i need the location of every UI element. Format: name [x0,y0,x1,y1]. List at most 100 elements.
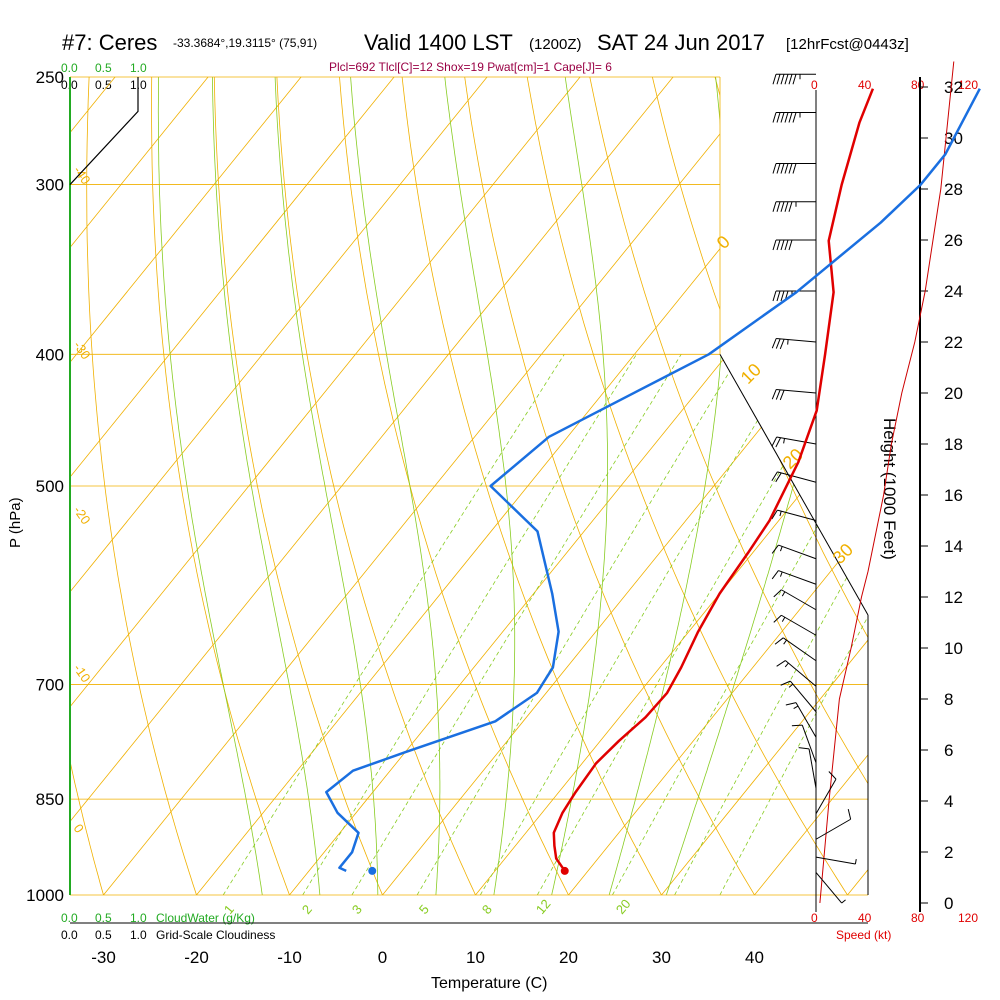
cloudiness-label: Grid-Scale Cloudiness [156,928,275,942]
cloud-scale-top: 0.0 0.5 1.0 0.0 0.5 1.0 [61,61,147,92]
wind-barb [798,747,817,789]
speed-tick: 80 [911,78,925,92]
isotherm-line [730,77,868,895]
speed-tick: 0 [811,78,818,92]
wind-barb [771,389,817,401]
barb-flag [784,163,789,174]
isotherm-line [70,77,414,895]
cloud-scale-tick: 0.0 [61,928,78,942]
barb-shaft [776,389,817,394]
wind-barb [815,808,852,840]
pressure-tick-label: 500 [36,477,64,496]
barb-flag [788,74,793,85]
barb-flag [788,201,793,212]
isobar-lines [70,76,868,896]
barb-flag [772,201,777,212]
cloud-scale-tick: 0.0 [61,61,78,75]
barb-flag [776,163,781,174]
wind-barb [771,509,817,521]
cloud-scale-tick: 1.0 [130,911,147,925]
height-tick-label: 0 [944,894,953,913]
barb-shaft [801,724,817,763]
cloudiness-line [69,77,139,185]
barb-flag [780,680,791,686]
dry-adiabat-line [337,77,584,895]
isotherm-line [70,77,600,895]
barb-flag [773,589,782,598]
dry-adiabat-line [584,77,868,895]
temperature-tick-label: 40 [745,948,764,967]
speed-scale: 0 40 80 120 0 40 80 120 Speed (kt) [811,78,978,942]
temperature-line [552,88,875,872]
y-axis-label: P (hPa) [7,497,24,548]
barb-flag [772,290,777,302]
height-tick-label: 24 [944,282,963,301]
wind-barb [791,724,817,763]
height-tick-label: 28 [944,180,963,199]
barb-shaft [815,856,856,865]
height-axis-label: Height (1000 Feet) [880,418,899,560]
barb-shaft [815,778,837,815]
height-tick-label: 20 [944,384,963,403]
temperature-ticks: -30 -20 -10 0 10 20 30 40 [91,948,764,967]
dry-adiabat-line [399,77,679,895]
moist-adiabat-line [211,77,323,895]
wind-speed-line [819,61,955,904]
wind-barb [772,239,816,251]
wind-speed-panel [815,61,955,912]
barb-half-flag [841,899,846,904]
barb-flag [779,339,785,350]
isotherm-line [544,77,868,895]
temperature-tick-label: 0 [378,948,387,967]
barb-flag [784,239,789,251]
barb-flag [776,290,781,302]
wind-barb [780,680,817,713]
barb-flag [771,389,777,400]
barb-flag [776,74,781,85]
barb-shaft [785,660,817,687]
barb-flag [776,112,781,123]
barb-flag [828,771,837,780]
barb-shaft [795,702,817,738]
isotherm-line [70,77,321,895]
barb-flag [780,290,785,302]
height-tick-label: 32 [944,78,963,97]
barb-shaft [778,570,817,585]
isotherm-line [70,77,228,895]
barb-flag [788,112,793,123]
dry-adiabat-line [213,77,396,895]
wind-barb [772,201,816,212]
surface-temperature-marker [560,866,569,875]
height-tick-label: 26 [944,231,963,250]
barb-flag [780,74,785,85]
barb-flag [784,201,789,212]
dewpoint-line [325,88,981,873]
barb-flag [798,747,810,750]
barb-flag [792,163,797,174]
height-tick-label: 6 [944,741,953,760]
mixing-ratio-line [479,354,798,895]
forecast-label: [12hrFcst@0443z] [786,36,909,53]
barb-flag [780,163,785,174]
barb-half-flag [781,591,786,597]
wind-barb [815,771,837,815]
plot-border [70,77,869,924]
terrain-boundary [719,354,869,616]
barb-flag [780,112,785,123]
height-tick-label: 10 [944,639,963,658]
dry-adiabat-line [86,77,207,895]
barb-flag [775,389,781,400]
pressure-tick-label: 250 [36,68,64,87]
barb-shaft [776,436,817,445]
barb-flag [776,201,781,212]
barb-half-flag [854,859,857,865]
barb-shaft [815,818,851,840]
wind-barb [772,163,816,174]
barb-flag [771,436,778,447]
barb-shaft [781,589,817,611]
barb-flag [775,338,781,349]
temperature-tick-label: -30 [91,948,116,967]
barb-half-flag [793,705,799,710]
